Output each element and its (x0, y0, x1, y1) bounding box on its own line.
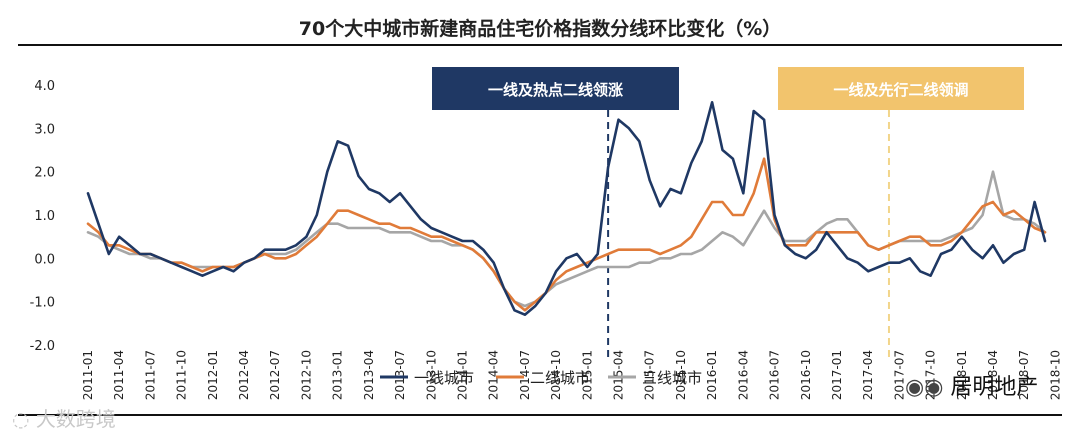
x-tick-label: 2014-07 (518, 350, 532, 400)
chart-title: 70个大中城市新建商品住宅价格指数分线环比变化（%） (299, 17, 781, 40)
annotation-label: 一线及先行二线领调 (833, 81, 968, 99)
x-tick-label: 2016-07 (768, 350, 782, 400)
legend-label: 一线城市 (414, 369, 474, 387)
brand-watermark: ◉◉ 居明地产 (905, 369, 1038, 401)
y-tick-label: 1.0 (34, 209, 55, 224)
plot-area: 4.0 3.0 2.0 1.0 0.0 -1.0 -2.0 2011-01 2011-04 201… (30, 67, 1080, 400)
x-tick-label: 2012-01 (206, 350, 220, 400)
x-tick-label: 2015-10 (674, 350, 688, 400)
y-tick-label: 4.0 (34, 79, 55, 94)
x-tick-label: 2012-10 (299, 350, 313, 400)
x-tick-label: 2018-07 (1017, 350, 1031, 400)
y-tick-label: 3.0 (34, 122, 55, 137)
legend-label: 三线城市 (642, 369, 702, 387)
x-tick-label: 2011-01 (81, 350, 95, 400)
x-tick-label: 2011-07 (143, 350, 157, 400)
series-line (86, 157, 1047, 312)
annotation-box (432, 67, 679, 110)
y-tick-label: -2.0 (30, 339, 55, 354)
x-tick-label: 2016-10 (799, 350, 813, 400)
x-tick-label: 2016-01 (705, 350, 719, 400)
x-tick-label: 2018-10 (1048, 350, 1062, 400)
wechat-icon: ◉◉ (905, 375, 944, 400)
x-tick-label: 2015-01 (580, 350, 594, 400)
x-tick-label: 2013-01 (331, 350, 345, 400)
x-tick-label: 2015-04 (612, 350, 626, 400)
x-tick-label: 2017-04 (861, 350, 875, 400)
x-tick-label: 2015-07 (643, 350, 657, 400)
source-watermark: ◌ 大数跨境 (12, 403, 116, 432)
series-line (86, 101, 1047, 317)
x-tick-label: 2017-10 (924, 350, 938, 400)
x-tick-label: 2018-01 (955, 350, 969, 400)
y-tick-label: -1.0 (30, 296, 55, 311)
source-logo-icon: ◌ (12, 407, 30, 431)
x-tick-label: 2013-04 (362, 350, 376, 400)
brand-watermark-text: 居明地产 (950, 375, 1039, 400)
x-tick-label: 2014-04 (487, 350, 501, 400)
annotation-label: 一线及热点二线领涨 (488, 81, 623, 99)
x-tick-label: 2018-04 (986, 350, 1000, 400)
source-watermark-text: 大数跨境 (35, 407, 116, 431)
y-tick-label: 2.0 (34, 166, 55, 181)
legend-label: 二线城市 (530, 369, 590, 387)
x-tick-label: 2012-04 (237, 350, 251, 400)
annotation-box (778, 67, 1024, 110)
x-tick-label: 2017-07 (892, 350, 906, 400)
x-tick-label: 2012-07 (268, 350, 282, 400)
x-tick-label: 2013-10 (424, 350, 438, 400)
x-tick-label: 2011-10 (175, 350, 189, 400)
x-tick-label: 2017-01 (830, 350, 844, 400)
x-tick-label: 2011-04 (112, 350, 126, 400)
x-tick-label: 2013-07 (393, 350, 407, 400)
y-tick-label: 0.0 (34, 252, 55, 267)
x-tick-label: 2014-01 (455, 350, 469, 400)
x-tick-label: 2016-04 (736, 350, 750, 400)
x-tick-label: 2014-10 (549, 350, 563, 400)
